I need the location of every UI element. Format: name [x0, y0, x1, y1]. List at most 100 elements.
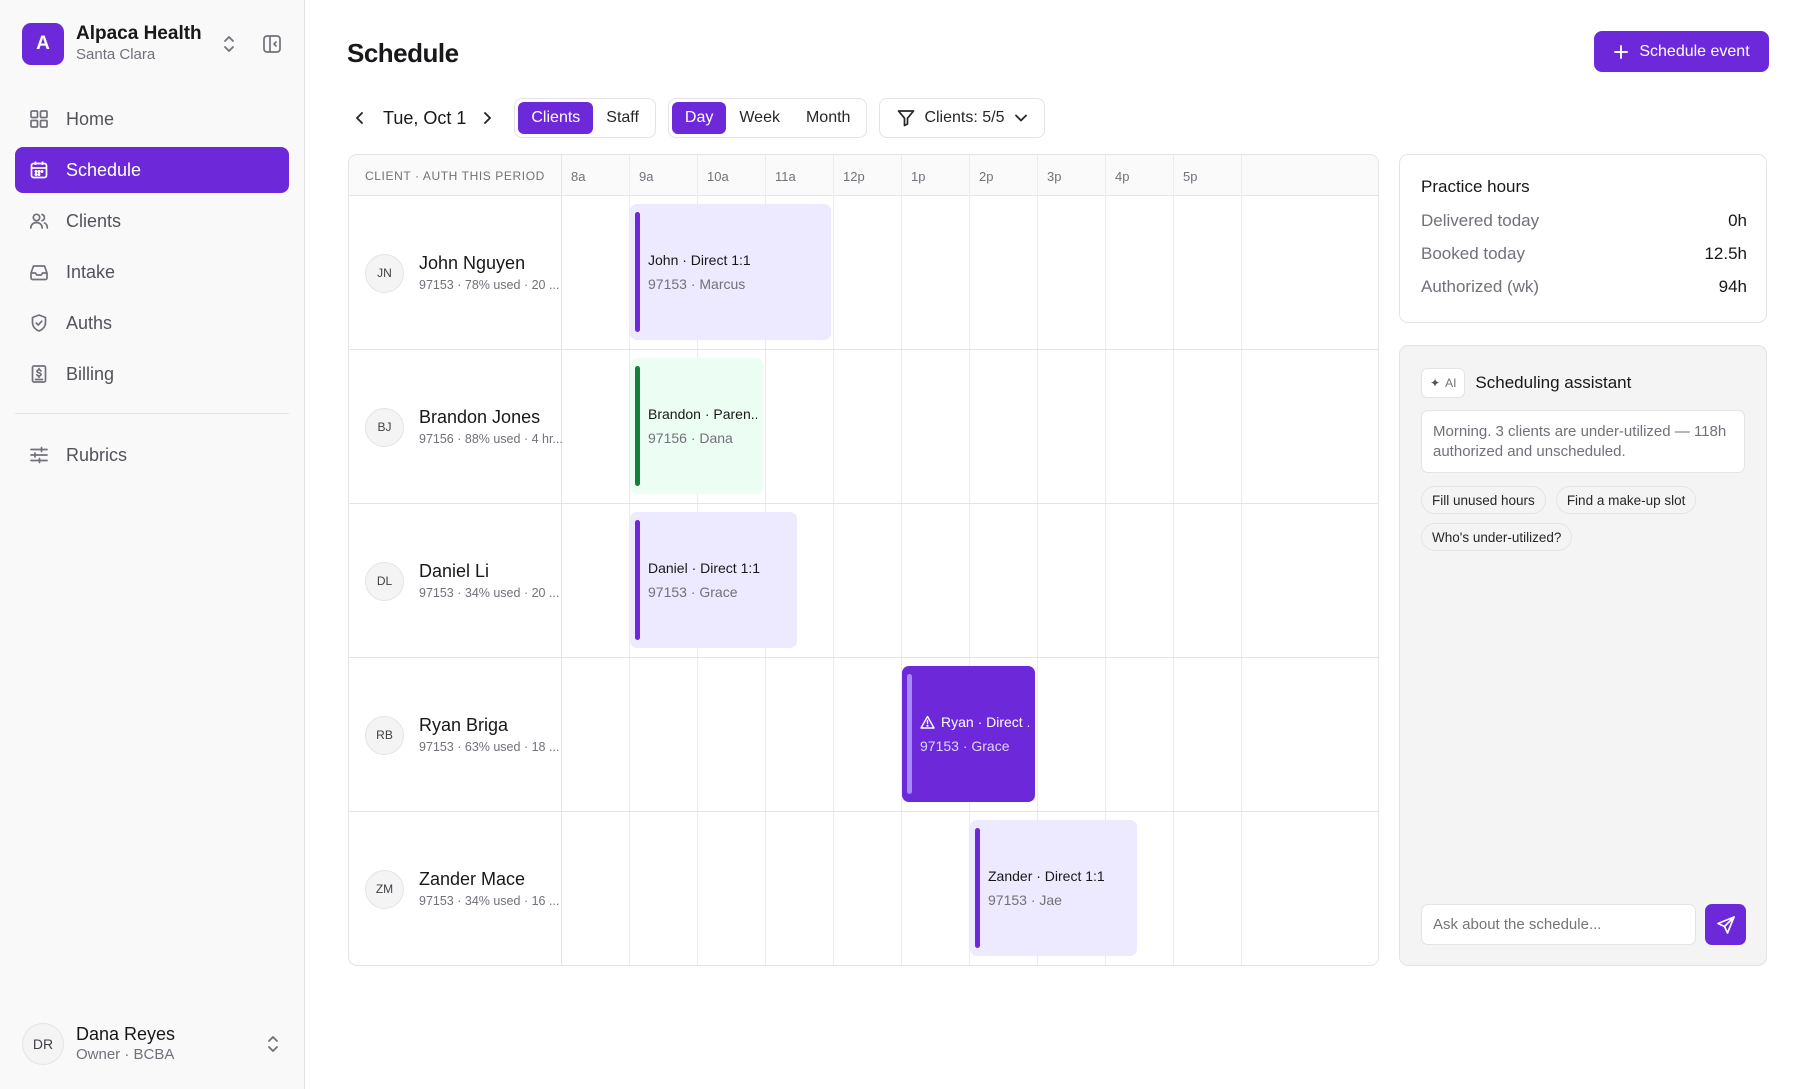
client-avatar: RB: [365, 715, 404, 755]
org-logo: A: [22, 23, 64, 65]
view-day[interactable]: Day: [671, 102, 727, 134]
event-subtitle: 97153 · Grace: [920, 738, 1010, 754]
hour-label: 5p: [1183, 169, 1198, 184]
client-info[interactable]: BJ Brandon Jones 97156 · 88% used · 4 hr..…: [365, 350, 585, 504]
hours-label: Authorized (wk): [1421, 277, 1540, 296]
hour-label: 1p: [911, 169, 926, 184]
event-title: Brandon · Paren...: [648, 406, 757, 422]
schedule-event[interactable]: Ryan · Direct ... 97153 · Grace: [902, 666, 1035, 802]
grid-icon: [28, 108, 50, 130]
sidebar-item-home[interactable]: Home: [15, 96, 289, 142]
sidebar-item-schedule[interactable]: Schedule: [15, 147, 289, 193]
sidebar-collapse-icon[interactable]: [260, 32, 284, 56]
suggestion-chips: Fill unused hours Find a make-up slot Wh…: [1421, 486, 1751, 551]
avatar: DR: [22, 1023, 64, 1065]
sidebar-item-label: Intake: [66, 261, 116, 282]
sidebar-item-rubrics[interactable]: Rubrics: [15, 432, 289, 478]
assistant-title: Scheduling assistant: [1475, 373, 1632, 392]
event-title-text: Zander · Direct 1:1: [988, 868, 1105, 884]
date-navigator: Tue, Oct 1: [347, 98, 500, 138]
client-name: Zander Mace: [419, 869, 526, 889]
schedule-event-button[interactable]: Schedule event: [1594, 31, 1769, 72]
toggle-staff[interactable]: Staff: [606, 109, 639, 126]
hour-gridline: [833, 155, 834, 965]
hour-gridline: [1105, 155, 1106, 965]
suggestion-chip[interactable]: Find a make-up slot: [1555, 486, 1697, 514]
event-accent-bar: [975, 828, 980, 948]
client-auth-meta: 97153 · 63% used · 18 ...: [419, 740, 560, 754]
hours-label: Delivered today: [1421, 211, 1540, 230]
page-title: Schedule: [347, 38, 459, 68]
client-auth-meta: 97153 · 78% used · 20 ...: [419, 278, 560, 292]
event-title-text: John · Direct 1:1: [648, 252, 751, 268]
hours-value: 0h: [1728, 211, 1747, 230]
view-toggle: Day Week Month: [667, 98, 868, 138]
user-menu[interactable]: DR Dana Reyes Owner · BCBA: [22, 1022, 284, 1066]
schedule-event[interactable]: John · Direct 1:1 97153 · Marcus: [630, 204, 831, 340]
schedule-event[interactable]: Zander · Direct 1:1 97153 · Jae: [970, 820, 1137, 956]
chevron-left-icon[interactable]: [347, 105, 373, 131]
chevron-right-icon[interactable]: [474, 105, 500, 131]
client-name: Brandon Jones: [419, 407, 541, 427]
assistant-input[interactable]: [1421, 904, 1696, 945]
schedule-event[interactable]: Brandon · Paren... 97156 · Dana: [630, 358, 763, 494]
client-info[interactable]: DL Daniel Li 97153 · 34% used · 20 ...: [365, 504, 585, 658]
sidebar-item-label: Schedule: [66, 159, 142, 180]
hour-label: 8a: [571, 169, 586, 184]
practice-hours-title: Practice hours: [1421, 177, 1530, 196]
event-accent-bar: [635, 520, 640, 640]
client-auth-meta: 97153 · 34% used · 20 ...: [419, 586, 560, 600]
chevron-up-down-icon[interactable]: [262, 1033, 284, 1055]
sidebar-item-label: Auths: [66, 312, 113, 333]
hours-row-delivered: Delivered today 0h: [1421, 211, 1747, 231]
client-row: RB Ryan Briga 97153 · 63% used · 18 ... Rya…: [349, 658, 1378, 812]
hour-gridline: [629, 155, 630, 965]
event-title: Zander · Direct 1:1: [988, 868, 1131, 884]
inbox-icon: [28, 261, 50, 283]
hours-row-booked: Booked today 12.5h: [1421, 244, 1747, 264]
client-name: John Nguyen: [419, 253, 526, 273]
client-row: DL Daniel Li 97153 · 34% used · 20 ... Dani…: [349, 504, 1378, 658]
hour-label: 9a: [639, 169, 654, 184]
client-info[interactable]: ZM Zander Mace 97153 · 34% used · 16 ...: [365, 812, 585, 965]
client-info[interactable]: RB Ryan Briga 97153 · 63% used · 18 ...: [365, 658, 585, 812]
shield-icon: [28, 312, 50, 334]
chevron-down-icon: [1014, 113, 1028, 123]
chevron-up-down-icon[interactable]: [218, 33, 240, 55]
suggestion-chip[interactable]: Who's under-utilized?: [1421, 523, 1573, 551]
send-button[interactable]: [1705, 904, 1746, 945]
client-text: Ryan Briga 97153 · 63% used · 18 ...: [419, 713, 579, 757]
send-icon: [1716, 915, 1736, 935]
schedule-event[interactable]: Daniel · Direct 1:1 97153 · Grace: [630, 512, 797, 648]
sidebar-item-auths[interactable]: Auths: [15, 300, 289, 346]
suggestion-chip[interactable]: Fill unused hours: [1421, 486, 1546, 514]
clients-filter-button[interactable]: Clients: 5/5: [879, 98, 1046, 138]
hour-label: 4p: [1115, 169, 1130, 184]
sidebar: A Alpaca Health Santa Clara Home Schedul…: [0, 0, 305, 1089]
client-row: ZM Zander Mace 97153 · 34% used · 16 ... Za…: [349, 812, 1378, 965]
event-title-text: Ryan · Direct ...: [941, 714, 1029, 730]
sidebar-item-intake[interactable]: Intake: [15, 249, 289, 295]
hour-gridline: [901, 155, 902, 965]
sidebar-nav: Home Schedule Clients Intake Auths Billi…: [15, 96, 289, 483]
toggle-clients[interactable]: Clients: [518, 102, 594, 134]
schedule-event-label: Schedule event: [1639, 42, 1750, 60]
hour-gridline: [1037, 155, 1038, 965]
event-subtitle: 97153 · Grace: [648, 584, 738, 600]
hours-row-authorized: Authorized (wk) 94h: [1421, 277, 1747, 297]
client-info[interactable]: JN John Nguyen 97153 · 78% used · 20 ...: [365, 196, 585, 350]
view-week[interactable]: Week: [739, 109, 780, 126]
users-icon: [28, 210, 50, 232]
client-avatar: ZM: [365, 869, 404, 909]
client-column-header: CLIENT · AUTH THIS PERIOD: [365, 169, 545, 183]
event-title: Daniel · Direct 1:1: [648, 560, 791, 576]
org-switcher[interactable]: A Alpaca Health Santa Clara: [22, 22, 284, 66]
filter-label: Clients: 5/5: [924, 109, 1005, 126]
hour-label: 11a: [775, 169, 796, 184]
scheduling-assistant-panel: ✦ AI Scheduling assistant Morning. 3 cli…: [1399, 345, 1767, 966]
sidebar-item-clients[interactable]: Clients: [15, 198, 289, 244]
view-month[interactable]: Month: [805, 109, 851, 126]
hours-value: 12.5h: [1704, 244, 1747, 263]
filter-icon: [896, 108, 916, 128]
sidebar-item-billing[interactable]: Billing: [15, 351, 289, 397]
